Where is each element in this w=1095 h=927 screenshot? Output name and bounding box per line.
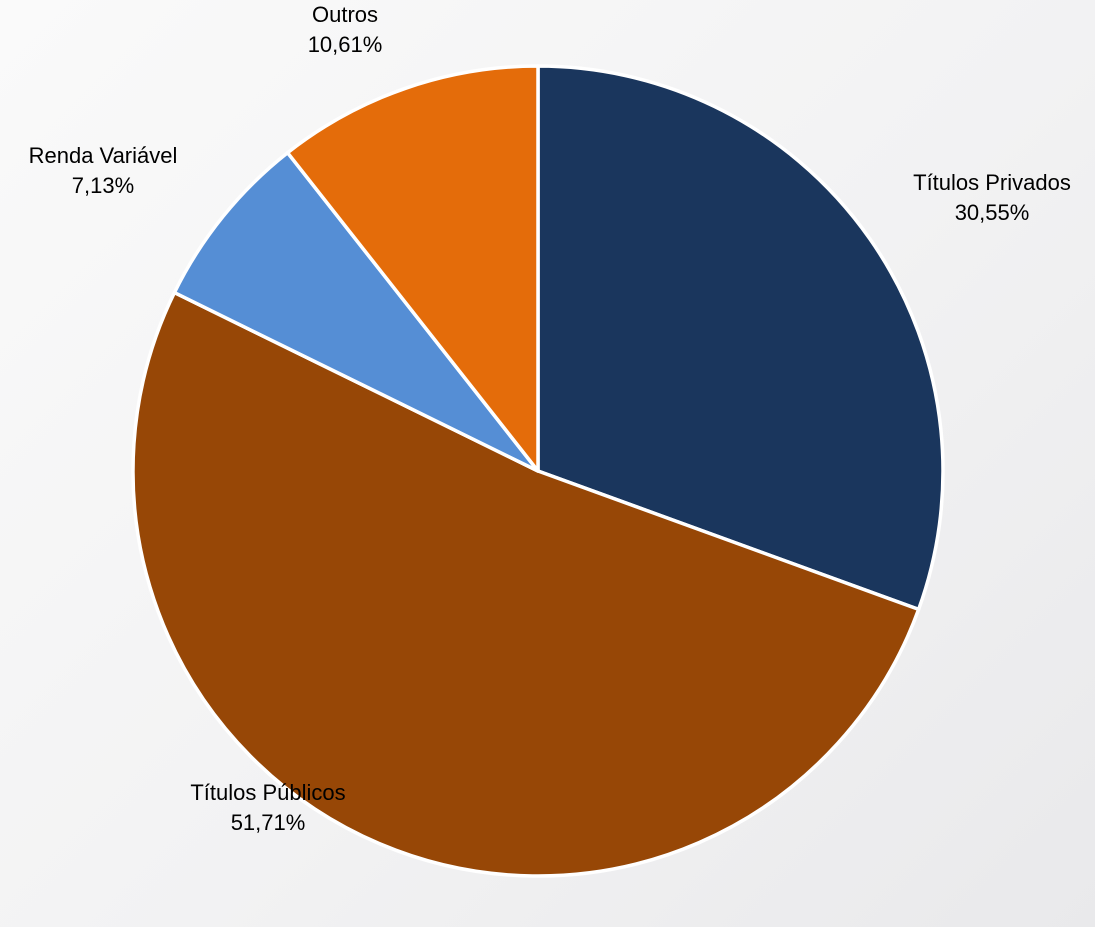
pie-slice-titulos-privados [536,64,945,612]
data-label-outros: Outros 10,61% [308,2,383,57]
slice-value-label: 51,71% [231,810,306,835]
slice-value-label: 10,61% [308,32,383,57]
slice-value-label: 30,55% [955,200,1030,225]
slice-name-label: Títulos Privados [913,170,1071,195]
slice-name-label: Títulos Públicos [190,780,345,805]
slice-name-label: Outros [312,2,378,27]
pie-slice-titulos-publicos [131,290,921,878]
pie-slice-outros [285,64,540,473]
pie-slice-renda-variavel [172,150,540,473]
data-label-titulos-privados: Títulos Privados 30,55% [913,170,1071,225]
slices-layer [131,64,945,878]
slice-name-label: Renda Variável [29,143,178,168]
labels-layer: Títulos Privados 30,55% Títulos Públicos 51… [29,2,1071,835]
data-label-titulos-publicos: Títulos Públicos 51,71% [190,780,345,835]
data-label-renda-variavel: Renda Variável 7,13% [29,143,178,198]
slice-value-label: 7,13% [72,173,134,198]
